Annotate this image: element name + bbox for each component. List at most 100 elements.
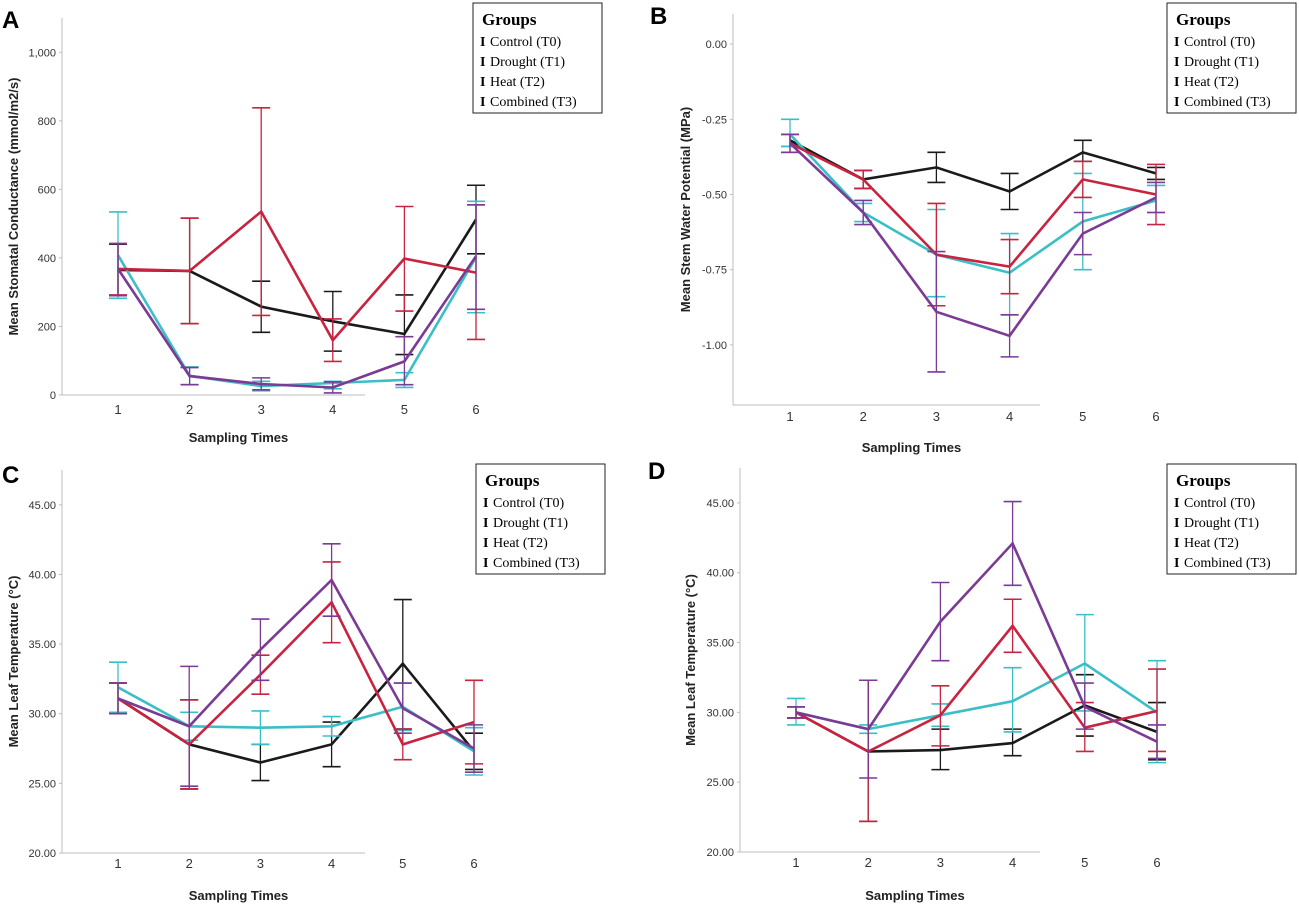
x-tick-label: 4 <box>1009 855 1016 870</box>
y-tick-label: -1.00 <box>702 340 727 352</box>
x-tick-label: 1 <box>786 409 793 424</box>
y-tick-label: 20.00 <box>28 848 56 860</box>
chart-panel-b: B -1.00 -0.75 -0.50 -0.25 0.00 1 2 3 4 5 6 Sampling … <box>650 2 1297 455</box>
x-tick-label: 5 <box>1079 409 1086 424</box>
legend-item-label: Heat (T2) <box>1184 75 1239 90</box>
y-axis-title: Mean Stem Water Potential (MPa) <box>678 107 693 312</box>
series-heat <box>109 106 485 363</box>
series-line <box>789 142 1157 269</box>
legend-marker-icon: I <box>1174 95 1179 110</box>
legend-item-label: Control (T0) <box>1184 496 1255 511</box>
series-heat <box>109 561 483 790</box>
legend-item-label: Drought (T1) <box>493 516 568 531</box>
x-tick-label: 2 <box>186 856 193 871</box>
y-tick-label: -0.75 <box>702 265 727 277</box>
legend-marker-icon: I <box>483 536 488 551</box>
legend-marker-icon: I <box>480 55 485 70</box>
chart-panel-c: C 20.00 25.00 30.00 35.00 40.00 45.00 1 2 3 4 5 6 Sam… <box>2 462 606 903</box>
legend-item-label: Control (T0) <box>490 35 561 50</box>
legend-marker-icon: I <box>483 556 488 571</box>
legend-item-label: Control (T0) <box>1184 35 1255 50</box>
x-axis-title: Sampling Times <box>189 888 288 903</box>
legend-marker-icon: I <box>1174 35 1179 50</box>
series-line <box>795 703 1158 753</box>
y-tick-label: 200 <box>38 321 56 333</box>
y-tick-label: 35.00 <box>28 639 56 651</box>
series-heat <box>787 598 1166 823</box>
legend-marker-icon: I <box>480 35 485 50</box>
legend-box <box>1166 463 1297 575</box>
series-combined <box>787 500 1166 779</box>
series-line <box>116 255 478 389</box>
panel-letter: D <box>648 458 665 485</box>
x-tick-label: 3 <box>937 855 944 870</box>
series-combined <box>781 133 1165 373</box>
series-drought <box>781 118 1165 316</box>
y-tick-label: 600 <box>38 184 56 196</box>
series-line <box>795 541 1158 743</box>
y-tick-label: 45.00 <box>28 500 56 512</box>
x-tick-label: 3 <box>258 402 265 417</box>
x-tick-label: 1 <box>792 855 799 870</box>
y-tick-label: 40.00 <box>28 569 56 581</box>
panel-letter: C <box>2 462 19 489</box>
legend-marker-icon: I <box>1174 75 1179 90</box>
x-tick-label: 2 <box>186 402 193 417</box>
legend-marker-icon: I <box>483 496 488 511</box>
series-line <box>117 661 476 764</box>
y-axis-title: Mean Leaf Temperature (°C) <box>6 576 21 748</box>
x-tick-label: 4 <box>328 856 335 871</box>
legend-item-label: Control (T0) <box>493 496 564 511</box>
y-tick-label: 0 <box>50 390 56 402</box>
series-control <box>109 598 483 790</box>
series-control <box>781 133 1165 211</box>
x-tick-label: 1 <box>114 856 121 871</box>
legend-item-label: Heat (T2) <box>493 536 548 551</box>
x-tick-label: 5 <box>1081 855 1088 870</box>
error-bar <box>1147 181 1165 214</box>
legend-box <box>472 2 603 114</box>
y-tick-label: -0.50 <box>702 189 727 201</box>
x-tick-label: 5 <box>401 402 408 417</box>
y-tick-label: 1,000 <box>28 47 56 59</box>
y-axis-title: Mean Leaf Temperature (°C) <box>683 574 698 746</box>
x-tick-label: 6 <box>472 402 479 417</box>
y-tick-label: 25.00 <box>28 778 56 790</box>
y-tick-label: 45.00 <box>706 498 734 510</box>
legend-title: Groups <box>1176 471 1231 490</box>
x-tick-label: 4 <box>329 402 336 417</box>
legend-item-label: Combined (T3) <box>493 556 580 571</box>
legend-marker-icon: I <box>1174 496 1179 511</box>
x-tick-label: 1 <box>114 402 121 417</box>
chart-panel-a: A 0 200 400 600 800 1,000 1 2 3 4 5 6 Sampling Times M… <box>2 2 603 445</box>
y-tick-label: 800 <box>38 116 56 128</box>
panel-letter: A <box>2 7 19 34</box>
series-line <box>117 600 475 747</box>
legend-box <box>1166 2 1297 114</box>
legend-item-label: Combined (T3) <box>1184 556 1271 571</box>
legend-title: Groups <box>482 10 537 29</box>
legend: Groups I Control (T0) I Drought (T1) I Heat (T… <box>1166 2 1297 114</box>
y-tick-label: 30.00 <box>28 709 56 721</box>
series-line <box>117 209 477 343</box>
legend-marker-icon: I <box>1174 516 1179 531</box>
legend-item-label: Heat (T2) <box>1184 536 1239 551</box>
series-line <box>795 661 1158 731</box>
legend-title: Groups <box>1176 10 1231 29</box>
y-tick-label: -0.25 <box>702 114 727 126</box>
legend-item-label: Combined (T3) <box>490 95 577 110</box>
series-control <box>787 673 1166 823</box>
x-tick-label: 2 <box>865 855 872 870</box>
y-tick-label: 0.00 <box>706 39 727 51</box>
legend-box <box>475 463 606 575</box>
legend-title: Groups <box>485 471 540 490</box>
y-tick-label: 25.00 <box>706 777 734 789</box>
x-tick-label: 3 <box>933 409 940 424</box>
legend: Groups I Control (T0) I Drought (T1) I Heat (T… <box>1166 463 1297 575</box>
series-drought <box>109 661 483 776</box>
series-drought <box>787 613 1166 764</box>
legend-item-label: Combined (T3) <box>1184 95 1271 110</box>
x-tick-label: 5 <box>399 856 406 871</box>
x-tick-label: 6 <box>1152 409 1159 424</box>
